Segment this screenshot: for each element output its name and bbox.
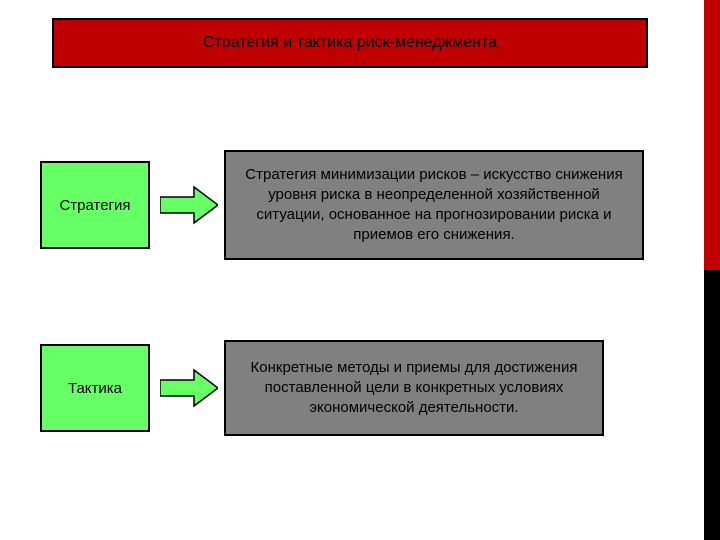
definition-box-tactics: Конкретные методы и приемы для достижени… <box>224 340 604 436</box>
term-label: Стратегия <box>59 197 130 214</box>
page-title: Стратегия и тактика риск-менеджмента <box>203 34 497 52</box>
term-label: Тактика <box>68 380 122 397</box>
arrow-right-icon <box>160 185 218 225</box>
term-box-strategy: Стратегия <box>40 161 150 249</box>
row-tactics: Тактика Конкретные методы и приемы для д… <box>40 340 604 436</box>
definition-text: Стратегия минимизации рисков – искусство… <box>236 165 632 246</box>
title-bar: Стратегия и тактика риск-менеджмента <box>52 18 648 68</box>
row-strategy: Стратегия Стратегия минимизации рисков –… <box>40 150 644 260</box>
definition-text: Конкретные методы и приемы для достижени… <box>236 358 592 419</box>
arrow-right-icon <box>160 368 218 408</box>
term-box-tactics: Тактика <box>40 344 150 432</box>
side-accent-red <box>704 0 720 270</box>
side-accent-black <box>704 270 720 540</box>
definition-box-strategy: Стратегия минимизации рисков – искусство… <box>224 150 644 260</box>
